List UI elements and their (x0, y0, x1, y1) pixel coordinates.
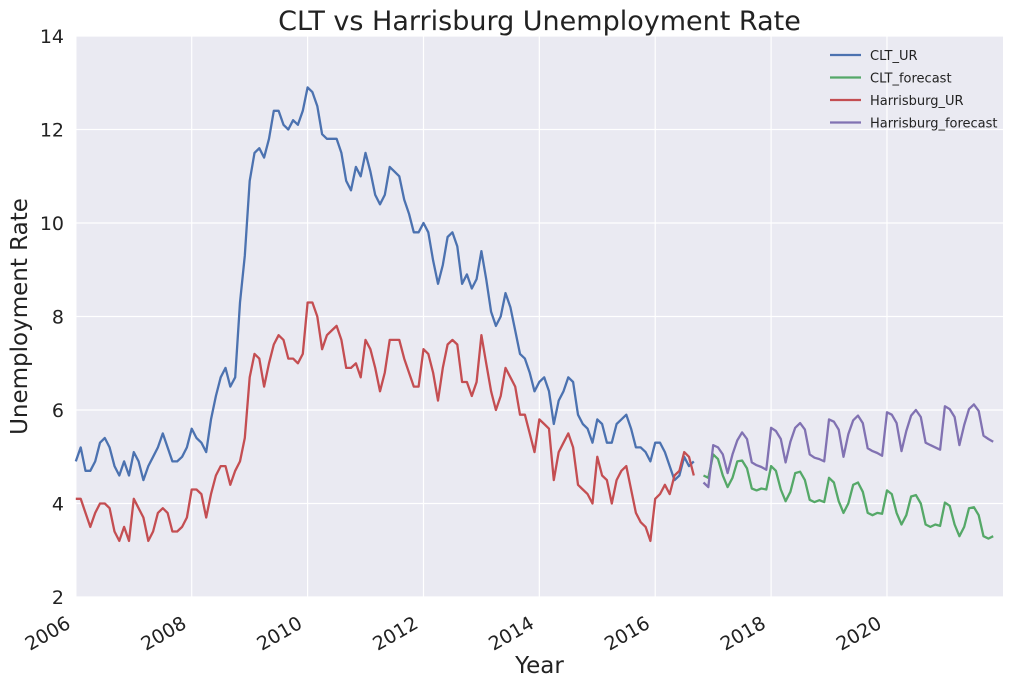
x-tick-label: 2020 (833, 612, 886, 655)
x-tick-label: 2018 (717, 612, 770, 655)
y-tick-label: 2 (52, 587, 64, 609)
grid-lines (75, 35, 1003, 598)
x-tick-label: 2010 (253, 612, 306, 655)
series-line-clt-forecast (703, 453, 994, 540)
x-tick-label: 2006 (21, 612, 74, 655)
y-tick-label: 8 (52, 307, 64, 329)
legend-label: CLT_UR (870, 49, 918, 64)
x-tick-label: 2014 (485, 612, 538, 655)
legend-label: Harrisburg_UR (870, 94, 964, 109)
x-axis-label: Year (514, 653, 564, 679)
series-line-harrisburg-ur (75, 301, 695, 543)
x-tick-label: 2008 (137, 612, 190, 655)
series-layer (74, 86, 994, 543)
y-tick-label: 14 (40, 26, 64, 48)
series-line-harrisburg-forecast (702, 403, 994, 489)
legend: CLT_UR CLT_forecast Harrisburg_UR Harrisbur… (830, 49, 998, 132)
y-tick-label: 10 (40, 213, 64, 235)
series-line-clt-ur (74, 86, 695, 482)
legend-label: CLT_forecast (870, 72, 952, 87)
y-axis-label: Unemployment Rate (7, 198, 33, 435)
legend-label: Harrisburg_forecast (870, 117, 998, 132)
x-tick-label: 2012 (369, 612, 422, 655)
chart-title: CLT vs Harrisburg Unemployment Rate (278, 6, 801, 37)
x-tick-label: 2016 (601, 612, 654, 655)
y-tick-label: 6 (52, 400, 64, 422)
y-tick-label: 4 (52, 494, 64, 516)
y-tick-label: 12 (40, 120, 64, 142)
